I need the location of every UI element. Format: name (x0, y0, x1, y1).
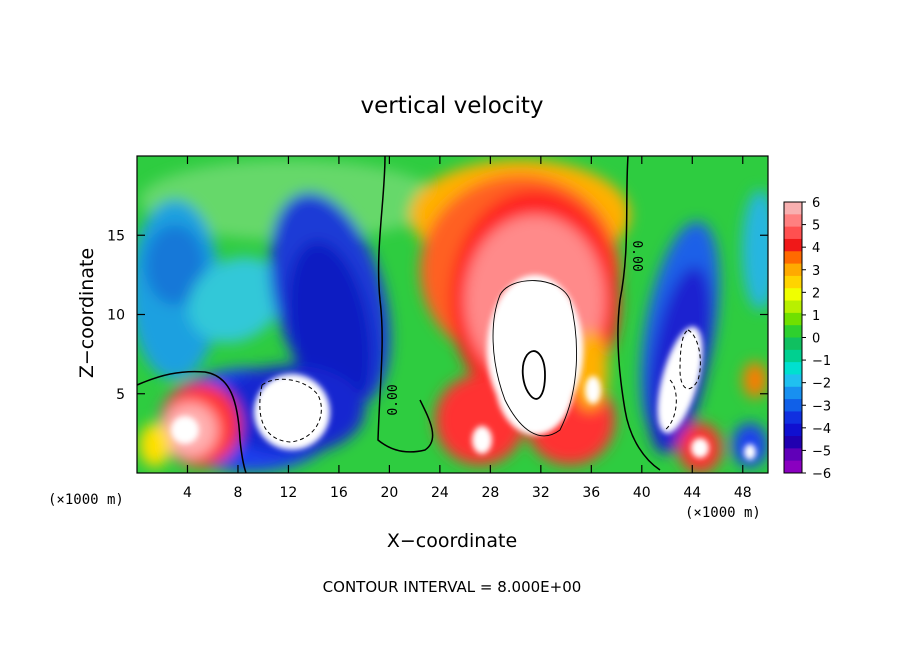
colorbar-tick-label: −6 (812, 467, 831, 482)
contour-interval-note: CONTOUR INTERVAL = 8.000E+00 (323, 578, 582, 596)
z-unit-label: (×1000 m) (48, 492, 124, 508)
colorbar-swatch (784, 423, 802, 437)
colorbar-tick-label: −2 (812, 377, 831, 392)
colorbar-swatch (784, 386, 802, 400)
colorbar-tick-label: −4 (812, 422, 831, 437)
x-unit-label: (×1000 m) (685, 505, 761, 521)
x-tick-label: 20 (380, 485, 398, 501)
field-core-layer (171, 275, 756, 460)
field-core (585, 376, 601, 404)
x-tick-label: 40 (633, 485, 651, 501)
x-tick-label: 36 (582, 485, 600, 501)
colorbar-swatch (784, 436, 802, 449)
field-core (744, 444, 756, 460)
x-axis-ticks: 4 8 12 16 20 24 28 32 36 40 44 48 (183, 156, 752, 501)
colorbar-swatch (784, 448, 802, 462)
x-tick-label: 28 (481, 485, 499, 501)
contour-line (492, 280, 578, 437)
z-tick-label: 10 (107, 308, 125, 324)
colorbar-swatch (784, 238, 802, 252)
field-core (495, 325, 575, 435)
colorbar-tick-label: 2 (812, 286, 820, 301)
x-tick-label: 4 (183, 485, 192, 501)
field-core (254, 374, 330, 450)
field-core (472, 426, 492, 454)
colorbar-swatch (784, 325, 802, 338)
velocity-field: 0.00 0.00 (137, 156, 768, 473)
colorbar-tick-label: 3 (812, 264, 820, 279)
field-blob (139, 423, 171, 467)
colorbar-swatch (784, 214, 802, 228)
colorbar-swatch (784, 337, 802, 351)
colorbar-tick-label: 5 (812, 219, 820, 234)
colorbar-swatch (784, 362, 802, 375)
colorbar-tick-label: −5 (812, 444, 831, 459)
colorbar-swatch (784, 202, 802, 215)
colorbar-labels: 6 5 4 3 2 1 0 −1 −2 −3 −4 −5 −6 (802, 196, 831, 482)
colorbar-swatch (784, 312, 802, 326)
colorbar-swatch (784, 399, 802, 412)
contour-line (259, 378, 322, 443)
field-blob (743, 362, 767, 398)
colorbar-tick-label: 1 (812, 309, 820, 324)
x-axis-label: X−coordinate (387, 530, 517, 552)
x-tick-label: 24 (431, 485, 449, 501)
colorbar-swatch (784, 275, 802, 289)
colorbar-swatch (784, 349, 802, 363)
x-tick-label: 12 (280, 485, 298, 501)
field-core (657, 326, 703, 434)
colorbar-tick-label: 4 (812, 241, 820, 256)
x-tick-label: 32 (532, 485, 550, 501)
colorbar-tick-label: −3 (812, 399, 831, 414)
colorbar-swatch (784, 288, 802, 302)
field-blob (188, 257, 284, 343)
contour-line (664, 379, 677, 431)
colorbar-swatch (784, 300, 802, 314)
chart-title: vertical velocity (361, 93, 544, 119)
contour-line (377, 156, 434, 453)
colorbar-swatch (784, 263, 802, 277)
colorbar-swatch (784, 411, 802, 425)
colorbar (783, 201, 803, 474)
colorbar-tick-label: 6 (812, 196, 820, 211)
x-tick-label: 16 (330, 485, 348, 501)
colorbar-tick-label: 0 (812, 332, 820, 347)
colorbar-tick-label: −1 (812, 354, 831, 369)
z-axis-label: Z−coordinate (76, 248, 98, 378)
colorbar-swatch (784, 226, 802, 240)
colorbar-swatch (784, 251, 802, 265)
field-blob (742, 190, 768, 310)
z-tick-label: 5 (116, 387, 125, 403)
field-blob (145, 225, 205, 305)
colorbar-swatch (784, 460, 802, 474)
x-tick-label: 44 (683, 485, 701, 501)
field-core (171, 416, 199, 444)
contour-line (521, 350, 546, 400)
colorbar-swatch (784, 374, 802, 388)
z-axis-ticks: 5 10 15 (107, 228, 768, 403)
x-tick-label: 48 (734, 485, 752, 501)
field-core (691, 438, 709, 458)
contour-line (137, 370, 247, 473)
contour-label: 0.00 (629, 240, 644, 271)
contour-line (617, 156, 661, 471)
contour-label: 0.00 (386, 384, 401, 415)
z-tick-label: 15 (107, 228, 125, 244)
x-tick-label: 8 (233, 485, 242, 501)
contour-line (679, 329, 701, 390)
